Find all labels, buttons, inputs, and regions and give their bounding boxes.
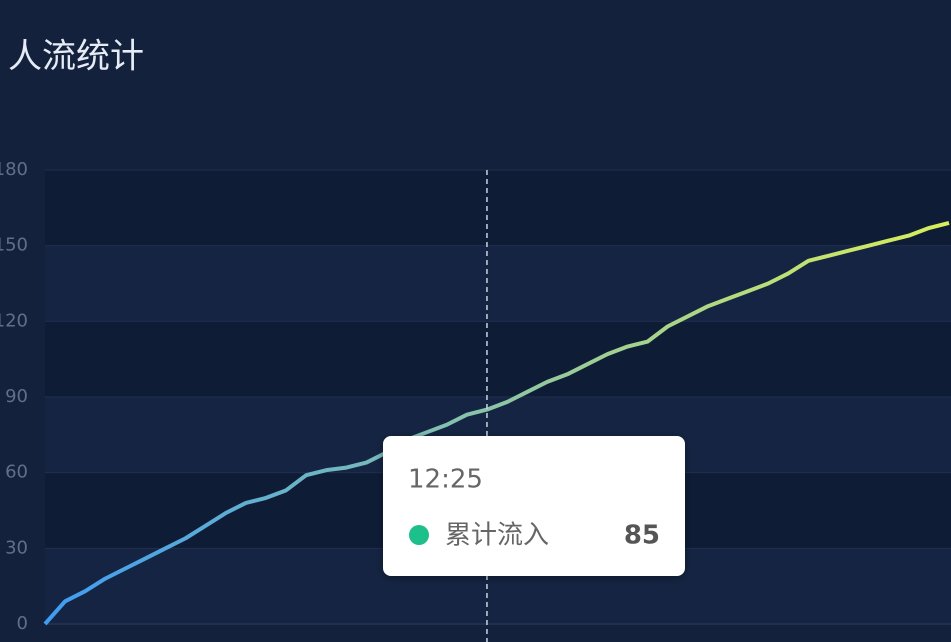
- tooltip-series-name: 累计流入: [445, 521, 549, 551]
- y-tick-label: 90: [5, 386, 28, 407]
- y-tick-label: 60: [5, 462, 28, 483]
- tooltip-marker: [409, 525, 429, 545]
- tooltip-box: [383, 436, 685, 576]
- y-tick-label: 30: [5, 537, 28, 558]
- tooltip: 12:25 累计流入 85: [383, 436, 685, 576]
- y-tick-label: 0: [17, 613, 28, 634]
- grid-band: [45, 170, 951, 246]
- grid-band: [45, 245, 951, 322]
- series-line: [43, 221, 950, 626]
- y-tick-label: 180: [0, 159, 28, 180]
- y-tick-label: 120: [0, 310, 28, 331]
- y-tick-label: 150: [0, 235, 28, 256]
- tooltip-value: 85: [624, 521, 660, 551]
- chart-title: 人流统计: [8, 37, 144, 77]
- tooltip-title: 12:25: [408, 465, 483, 495]
- grid-band: [45, 321, 951, 397]
- plot-area: 0 30 60 90 120 150 180 12:25 累计流入 85: [0, 159, 951, 642]
